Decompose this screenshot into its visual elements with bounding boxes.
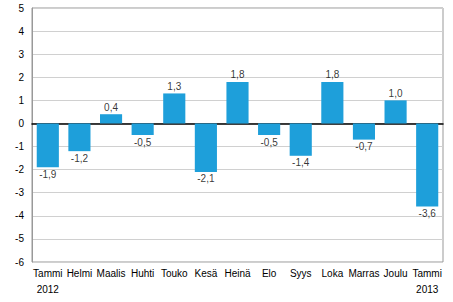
svg-text:2013: 2013 [416,284,439,295]
svg-text:Helmi: Helmi [67,268,93,279]
svg-text:-3,6: -3,6 [419,208,437,219]
svg-text:-1,9: -1,9 [39,169,57,180]
svg-text:Tammi: Tammi [33,268,62,279]
svg-text:1,8: 1,8 [325,69,339,80]
svg-text:-6: -6 [15,257,24,268]
svg-text:Maalis: Maalis [97,268,126,279]
svg-text:1: 1 [18,95,24,106]
svg-text:Touko: Touko [161,268,188,279]
svg-text:-2: -2 [15,164,24,175]
svg-text:Joulu: Joulu [384,268,408,279]
svg-text:5: 5 [18,3,24,14]
svg-text:-0,5: -0,5 [134,137,152,148]
svg-text:Tammi: Tammi [412,268,441,279]
svg-text:-5: -5 [15,233,24,244]
svg-text:1,3: 1,3 [167,81,181,92]
svg-text:-2,1: -2,1 [197,173,215,184]
svg-text:Syys: Syys [290,268,312,279]
svg-text:1,0: 1,0 [389,88,403,99]
svg-text:2: 2 [18,72,24,83]
svg-text:-1,4: -1,4 [292,157,310,168]
svg-text:-4: -4 [15,210,24,221]
svg-text:-3: -3 [15,187,24,198]
svg-text:Marras: Marras [348,268,379,279]
svg-text:Elo: Elo [262,268,277,279]
svg-text:3: 3 [18,49,24,60]
svg-text:-1: -1 [15,141,24,152]
svg-text:0,4: 0,4 [104,102,118,113]
svg-text:1,8: 1,8 [231,69,245,80]
svg-text:0: 0 [18,118,24,129]
svg-text:Loka: Loka [322,268,344,279]
svg-text:-1,2: -1,2 [71,153,89,164]
svg-text:Huhti: Huhti [131,268,154,279]
svg-text:-0,5: -0,5 [260,137,278,148]
svg-text:-0,7: -0,7 [355,141,373,152]
svg-text:4: 4 [18,26,24,37]
svg-text:Heinä: Heinä [224,268,251,279]
svg-text:2012: 2012 [37,284,60,295]
svg-text:Kesä: Kesä [194,268,217,279]
